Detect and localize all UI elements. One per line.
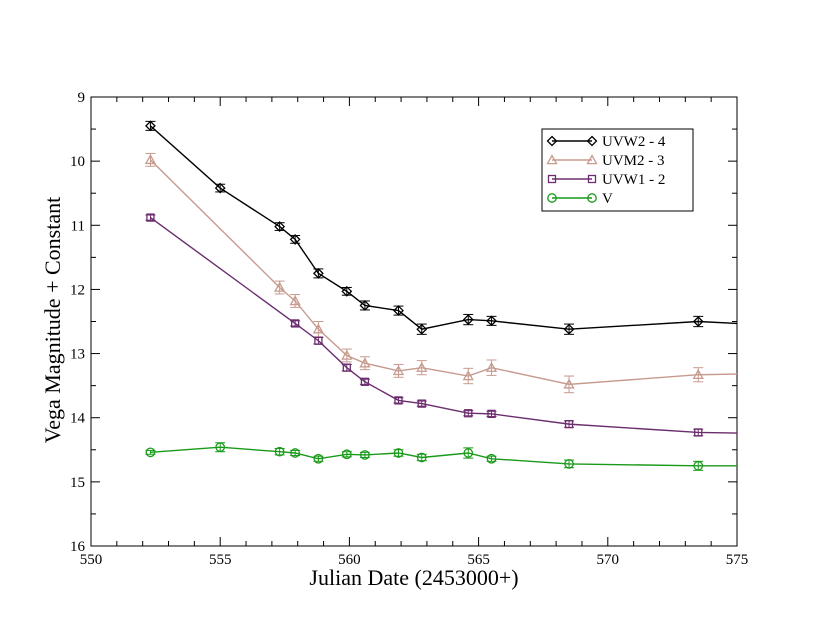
x-tick-label: 560 bbox=[338, 552, 361, 568]
legend-marker bbox=[547, 174, 557, 184]
data-point bbox=[392, 365, 405, 376]
data-point bbox=[462, 370, 474, 381]
y-tick-label: 16 bbox=[70, 539, 86, 555]
data-point bbox=[462, 314, 474, 325]
data-point bbox=[564, 459, 574, 469]
legend-label: UVW1 - 2 bbox=[602, 172, 665, 188]
x-tick-labels: 550 555 560 565 570 575 bbox=[80, 552, 749, 568]
y-tick-label: 10 bbox=[70, 154, 85, 170]
data-point bbox=[215, 442, 226, 453]
data-point bbox=[359, 357, 371, 368]
y-axis-title: Vega Magnitude + Constant bbox=[40, 197, 65, 443]
legend-marker bbox=[586, 135, 598, 147]
series-line bbox=[150, 446, 737, 467]
legend-marker bbox=[587, 193, 597, 203]
x-tick-label: 555 bbox=[209, 552, 232, 568]
x-tick-label: 570 bbox=[597, 552, 620, 568]
data-point bbox=[313, 453, 324, 464]
data-point bbox=[417, 399, 426, 408]
x-tick-label: 550 bbox=[80, 552, 103, 568]
legend-label: UVM2 - 3 bbox=[602, 153, 665, 169]
x-tick-label: 565 bbox=[467, 552, 490, 568]
data-point bbox=[145, 447, 156, 458]
data-point bbox=[290, 448, 300, 458]
data-point bbox=[314, 336, 323, 345]
data-point bbox=[312, 267, 324, 279]
data-point bbox=[487, 409, 496, 419]
data-point bbox=[463, 448, 474, 458]
data-point bbox=[693, 460, 704, 471]
data-point bbox=[274, 446, 285, 457]
data-point bbox=[692, 368, 704, 379]
data-point bbox=[485, 361, 498, 372]
axis-ticks bbox=[90, 96, 738, 547]
series-0 bbox=[145, 120, 738, 335]
y-tick-label: 12 bbox=[70, 282, 85, 298]
legend-box bbox=[541, 128, 694, 212]
data-point bbox=[486, 315, 497, 327]
data-point bbox=[289, 295, 301, 306]
data-point bbox=[464, 409, 473, 418]
data-point bbox=[360, 450, 370, 460]
y-tick-labels: 9 10 11 12 13 14 15 16 bbox=[70, 90, 86, 555]
data-point bbox=[341, 349, 353, 360]
legend-marker bbox=[587, 174, 597, 184]
data-point bbox=[274, 281, 286, 292]
y-tick-label: 11 bbox=[71, 218, 85, 234]
x-tick-label: 575 bbox=[726, 552, 749, 568]
data-point bbox=[341, 285, 353, 297]
data-point bbox=[341, 449, 352, 460]
data-point bbox=[290, 319, 300, 328]
legend-marker bbox=[547, 193, 557, 203]
data-point bbox=[342, 363, 351, 372]
data-point bbox=[289, 233, 301, 245]
y-tick-label: 15 bbox=[70, 475, 85, 491]
y-tick-label: 14 bbox=[70, 411, 86, 427]
data-point bbox=[274, 221, 286, 232]
data-point bbox=[393, 305, 404, 317]
x-axis-title: Julian Date (2453000+) bbox=[309, 565, 518, 590]
data-point bbox=[564, 419, 574, 429]
legend-marker bbox=[546, 154, 558, 165]
legend-label: V bbox=[602, 191, 613, 207]
y-tick-label: 13 bbox=[70, 347, 85, 363]
data-point bbox=[416, 361, 428, 372]
data-point bbox=[312, 323, 324, 334]
data-point bbox=[360, 377, 370, 386]
data-point bbox=[563, 378, 575, 389]
data-point bbox=[563, 323, 575, 335]
data-point bbox=[486, 453, 497, 464]
series-3 bbox=[145, 442, 737, 471]
data-point bbox=[359, 300, 371, 311]
legend-marker bbox=[586, 154, 598, 165]
data-point bbox=[416, 452, 427, 463]
series-2 bbox=[145, 213, 738, 437]
data-point bbox=[145, 120, 156, 132]
data-point bbox=[214, 182, 226, 194]
legend: UVW2 - 4 UVM2 - 3 UVW1 - 2 V bbox=[541, 128, 694, 212]
data-point bbox=[393, 448, 404, 458]
data-point bbox=[146, 213, 155, 222]
data-point bbox=[692, 316, 704, 327]
legend-marker bbox=[546, 135, 558, 147]
data-point bbox=[394, 396, 403, 405]
data-point bbox=[144, 154, 157, 165]
legend-label: UVW2 - 4 bbox=[602, 134, 666, 150]
series-layer bbox=[144, 120, 738, 471]
data-point bbox=[694, 428, 703, 437]
data-point bbox=[416, 323, 428, 335]
y-tick-label: 9 bbox=[78, 90, 86, 106]
